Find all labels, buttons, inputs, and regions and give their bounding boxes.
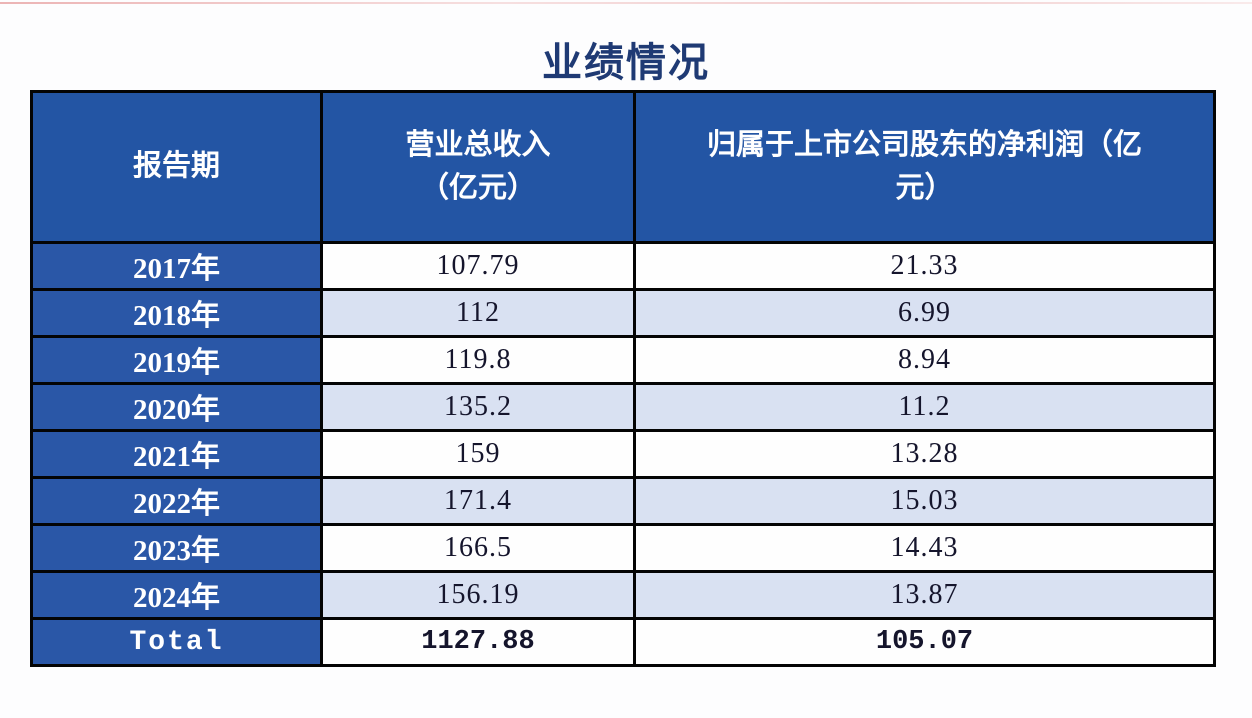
table-row: 2023年 166.5 14.43	[30, 523, 1216, 573]
profit-cell: 21.33	[633, 241, 1216, 291]
profit-cell: 13.87	[633, 570, 1216, 620]
header-row: 报告期 营业总收入 （亿元） 归属于上市公司股东的净利润（亿 元）	[30, 90, 1216, 244]
profit-cell: 13.28	[633, 429, 1216, 479]
period-cell: 2017年	[30, 241, 323, 291]
table-row: 2024年 156.19 13.87	[30, 570, 1216, 620]
profit-cell: 6.99	[633, 288, 1216, 338]
total-row: Total 1127.88 105.07	[30, 617, 1216, 667]
table-row: 2022年 171.4 15.03	[30, 476, 1216, 526]
col-header-revenue: 营业总收入 （亿元）	[320, 90, 636, 244]
profit-cell: 15.03	[633, 476, 1216, 526]
period-cell: 2024年	[30, 570, 323, 620]
table-row: 2018年 112 6.99	[30, 288, 1216, 338]
col-header-period: 报告期	[30, 90, 323, 244]
revenue-cell: 135.2	[320, 382, 636, 432]
profit-cell: 14.43	[633, 523, 1216, 573]
page-title: 业绩情况	[542, 40, 710, 85]
col-header-net-profit: 归属于上市公司股东的净利润（亿 元）	[633, 90, 1216, 244]
table-row: 2017年 107.79 21.33	[30, 241, 1216, 291]
performance-table: 报告期 营业总收入 （亿元） 归属于上市公司股东的净利润（亿 元） 2017年 …	[30, 90, 1216, 667]
profit-cell: 8.94	[633, 335, 1216, 385]
total-revenue-cell: 1127.88	[320, 617, 636, 667]
period-cell: 2020年	[30, 382, 323, 432]
period-cell: 2023年	[30, 523, 323, 573]
period-cell: 2021年	[30, 429, 323, 479]
table-row: 2019年 119.8 8.94	[30, 335, 1216, 385]
revenue-cell: 171.4	[320, 476, 636, 526]
period-cell: 2019年	[30, 335, 323, 385]
revenue-cell: 156.19	[320, 570, 636, 620]
period-cell: 2022年	[30, 476, 323, 526]
revenue-cell: 166.5	[320, 523, 636, 573]
table-row: 2020年 135.2 11.2	[30, 382, 1216, 432]
revenue-cell: 159	[320, 429, 636, 479]
total-profit-cell: 105.07	[633, 617, 1216, 667]
profit-cell: 11.2	[633, 382, 1216, 432]
period-cell: 2018年	[30, 288, 323, 338]
top-red-line	[0, 2, 1252, 4]
revenue-cell: 112	[320, 288, 636, 338]
table-row: 2021年 159 13.28	[30, 429, 1216, 479]
revenue-cell: 107.79	[320, 241, 636, 291]
revenue-cell: 119.8	[320, 335, 636, 385]
total-label-cell: Total	[30, 617, 323, 667]
